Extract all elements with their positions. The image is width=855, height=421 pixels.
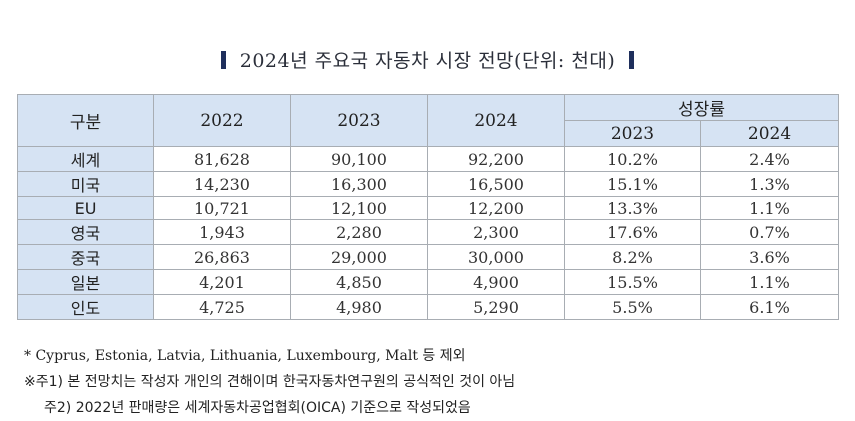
header-growth-2024: 2024	[699, 120, 840, 147]
row-label: 영국	[17, 219, 154, 245]
title-text: 2024년 주요국 자동차 시장 전망(단위: 천대)	[239, 50, 616, 72]
cell-2023: 16,300	[290, 171, 428, 197]
cell-growth-2023: 10.2%	[564, 146, 701, 172]
cell-2022: 1,943	[153, 219, 291, 245]
header-year-2024: 2024	[427, 94, 565, 147]
cell-2023: 12,100	[290, 196, 428, 220]
cell-2022: 4,201	[153, 269, 291, 295]
cell-growth-2023: 5.5%	[564, 294, 701, 320]
table-row: 미국 14,230 16,300 16,500 15.1% 1.3%	[17, 171, 840, 197]
cell-2024: 16,500	[427, 171, 565, 197]
footnote-source: 주2) 2022년 판매량은 세계자동차공업협회(OICA) 기준으로 작성되었…	[44, 400, 471, 416]
table-row: 인도 4,725 4,980 5,290 5.5% 6.1%	[17, 294, 840, 320]
cell-growth-2023: 15.1%	[564, 171, 701, 197]
cell-growth-2023: 13.3%	[564, 196, 701, 220]
header-growth-2023: 2023	[564, 120, 701, 147]
cell-growth-2024: 1.3%	[699, 171, 840, 197]
cell-2022: 4,725	[153, 294, 291, 320]
cell-growth-2024: 1.1%	[699, 196, 840, 220]
title-bar-left-icon	[220, 51, 226, 69]
cell-2024: 12,200	[427, 196, 565, 220]
table-row: 중국 26,863 29,000 30,000 8.2% 3.6%	[17, 244, 840, 270]
cell-2024: 2,300	[427, 219, 565, 245]
row-label: 인도	[17, 294, 154, 320]
cell-2023: 2,280	[290, 219, 428, 245]
cell-2022: 26,863	[153, 244, 291, 270]
footnote-exclusions: * Cyprus, Estonia, Latvia, Lithuania, Lu…	[24, 348, 466, 364]
cell-2022: 81,628	[153, 146, 291, 172]
table-row: 일본 4,201 4,850 4,900 15.5% 1.1%	[17, 269, 840, 295]
cell-growth-2024: 1.1%	[699, 269, 840, 295]
market-forecast-table: 구분 2022 2023 2024 성장률 2023 2024 세계 81,62…	[17, 94, 840, 320]
table-row: EU 10,721 12,100 12,200 13.3% 1.1%	[17, 196, 840, 220]
table-row: 영국 1,943 2,280 2,300 17.6% 0.7%	[17, 219, 840, 245]
title-bar-right-icon	[629, 51, 635, 69]
cell-growth-2023: 15.5%	[564, 269, 701, 295]
cell-2022: 10,721	[153, 196, 291, 220]
cell-2023: 90,100	[290, 146, 428, 172]
header-year-2023: 2023	[290, 94, 428, 147]
cell-2024: 5,290	[427, 294, 565, 320]
page-title: 2024년 주요국 자동차 시장 전망(단위: 천대)	[0, 46, 855, 73]
cell-growth-2023: 8.2%	[564, 244, 701, 270]
footnotes: * Cyprus, Estonia, Latvia, Lithuania, Lu…	[24, 343, 515, 421]
cell-2023: 29,000	[290, 244, 428, 270]
row-label: 세계	[17, 146, 154, 172]
header-category: 구분	[17, 94, 154, 147]
cell-2024: 30,000	[427, 244, 565, 270]
cell-growth-2023: 17.6%	[564, 219, 701, 245]
row-label: 일본	[17, 269, 154, 295]
cell-2024: 4,900	[427, 269, 565, 295]
cell-growth-2024: 2.4%	[699, 146, 840, 172]
row-label: 미국	[17, 171, 154, 197]
header-growth-rate: 성장률	[563, 94, 840, 121]
table-row: 세계 81,628 90,100 92,200 10.2% 2.4%	[17, 146, 840, 172]
footnote-disclaimer: ※주1) 본 전망치는 작성자 개인의 견해이며 한국자동차연구원의 공식적인 …	[24, 374, 516, 390]
cell-growth-2024: 6.1%	[699, 294, 840, 320]
cell-2024: 92,200	[427, 146, 565, 172]
cell-2023: 4,980	[290, 294, 428, 320]
cell-growth-2024: 0.7%	[699, 219, 840, 245]
row-label: 중국	[17, 244, 154, 270]
cell-2023: 4,850	[290, 269, 428, 295]
cell-growth-2024: 3.6%	[699, 244, 840, 270]
row-label: EU	[17, 196, 154, 220]
header-year-2022: 2022	[153, 94, 291, 147]
cell-2022: 14,230	[153, 171, 291, 197]
